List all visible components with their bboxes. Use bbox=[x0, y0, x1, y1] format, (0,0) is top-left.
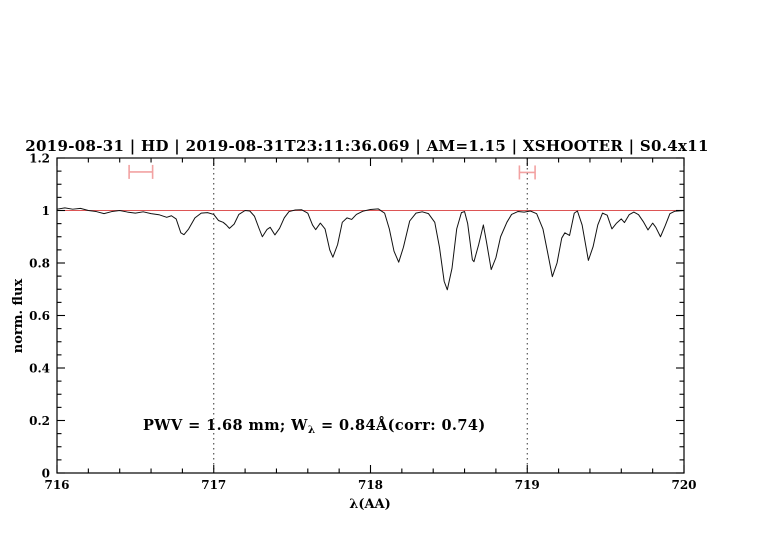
spectrum-line-layer bbox=[56, 207, 685, 291]
axis-ticks-layer bbox=[56, 157, 685, 474]
y-tick-label: 0.6 bbox=[29, 309, 50, 323]
pwv-range-markers-layer bbox=[128, 164, 536, 180]
y-tick-label: 0.8 bbox=[29, 257, 50, 271]
x-tick-label: 718 bbox=[358, 478, 383, 492]
y-tick-label: 1.2 bbox=[29, 152, 50, 166]
y-tick-label: 1 bbox=[42, 204, 50, 218]
pwv-annotation-sub-lambda: λ bbox=[308, 424, 316, 436]
y-axis-label: norm. flux bbox=[11, 279, 26, 354]
pwv-annotation: PWV = 1.68 mm; Wλ = 0.84Å(corr: 0.74) bbox=[143, 416, 486, 436]
x-axis-label: λ(AA) bbox=[349, 497, 391, 512]
pwv-range-marker bbox=[128, 164, 154, 179]
pwv-annotation-post: = 0.84Å(corr: 0.74) bbox=[316, 416, 486, 434]
x-tick-label: 720 bbox=[671, 478, 696, 492]
y-tick-label: 0.2 bbox=[29, 414, 50, 428]
plot-title: 2019-08-31 | HD | 2019-08-31T23:11:36.06… bbox=[25, 137, 709, 155]
spectrum-line bbox=[56, 207, 685, 291]
y-tick-label: 0.4 bbox=[29, 362, 50, 376]
x-tick-label: 717 bbox=[201, 478, 226, 492]
x-tick-label: 719 bbox=[515, 478, 540, 492]
x-tick-label: 716 bbox=[44, 478, 69, 492]
pwv-range-marker bbox=[518, 165, 536, 180]
x-tick-labels-layer: 716 717 718 719 720 bbox=[44, 478, 696, 492]
pwv-annotation-pre: PWV = 1.68 mm; W bbox=[143, 417, 308, 434]
y-tick-labels-layer: 0 0.2 0.4 0.6 0.8 1 1.2 bbox=[29, 152, 50, 481]
y-tick-label: 0 bbox=[42, 467, 50, 481]
